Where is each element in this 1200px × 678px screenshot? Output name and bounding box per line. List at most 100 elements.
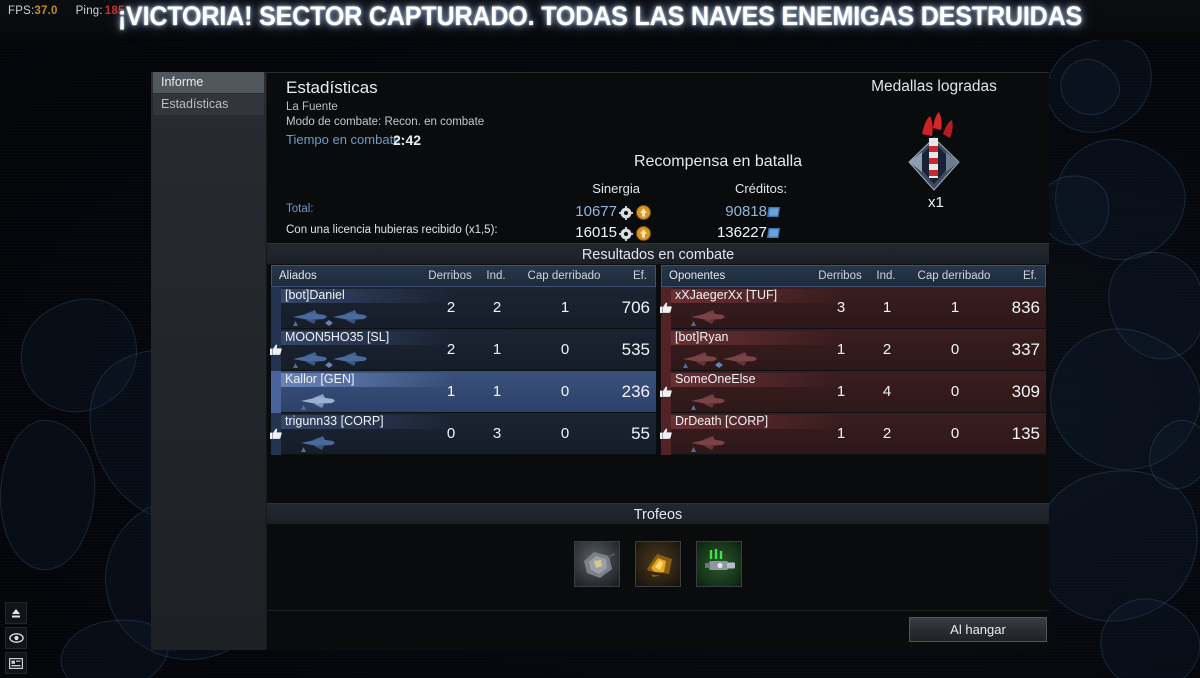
row-marker xyxy=(661,328,671,371)
ship-icons xyxy=(677,306,767,328)
eff-value: 836 xyxy=(1011,297,1040,317)
thumbs-up-icon xyxy=(659,427,673,441)
fps-label: FPS: xyxy=(8,5,35,17)
player-cell: MOON5HO35 [SL] xyxy=(281,329,453,371)
eject-icon[interactable] xyxy=(5,602,27,624)
kills-value: 2 xyxy=(446,299,456,316)
row-marker xyxy=(659,412,673,455)
upgrade-arrow-icon xyxy=(636,205,651,220)
combat-mode: Modo de combate: Recon. en combate xyxy=(286,116,485,128)
thumbs-up-icon xyxy=(269,343,283,357)
player-name: xXJaegerXx [TUF] xyxy=(675,287,778,302)
player-name: trigunn33 [CORP] xyxy=(285,413,384,428)
trophy-list xyxy=(267,541,1049,587)
table-row[interactable]: SomeOneElse 1 4 0 309 xyxy=(659,370,1046,413)
player-name: MOON5HO35 [SL] xyxy=(285,329,390,344)
table-row[interactable]: DrDeath [CORP] 1 2 0 135 xyxy=(659,412,1046,455)
assists-value: 4 xyxy=(882,383,892,400)
kills-value: 1 xyxy=(836,341,846,358)
assists-value: 2 xyxy=(492,299,502,316)
table-row[interactable]: Kallor [GEN] 1 1 0 236 xyxy=(271,370,656,413)
table-row[interactable]: xXJaegerXx [TUF] 3 1 1 836 xyxy=(660,286,1046,329)
reward-license-synergy: 16015 xyxy=(575,224,617,241)
to-hangar-button[interactable]: Al hangar xyxy=(909,617,1047,642)
report-sidebar: Informe Estadísticas xyxy=(151,72,267,650)
ping-label: Ping: xyxy=(75,5,103,17)
thumbs-up-icon xyxy=(660,302,672,313)
ship-silhouette xyxy=(293,351,367,368)
sidebar-item-informe[interactable]: Informe xyxy=(153,72,264,93)
gear-icon xyxy=(619,205,633,220)
ship-silhouette xyxy=(301,393,335,410)
reward-total-synergy: 10677 xyxy=(575,203,617,220)
reward-license-label: Con una licencia hubieras recibido (x1,5… xyxy=(286,224,498,236)
assists-value: 1 xyxy=(882,299,892,316)
table-row[interactable]: [bot]Ryan 1 2 0 337 xyxy=(661,328,1046,371)
kills-value: 2 xyxy=(446,341,456,358)
eff-value: 535 xyxy=(621,339,650,359)
panel-footer: Al hangar xyxy=(267,610,1049,650)
ship-silhouette xyxy=(691,309,725,326)
row-marker xyxy=(659,370,673,413)
allies-table-header: Aliados Derribos Ind. Cap derribado Ef. xyxy=(271,265,656,287)
debris-trophy[interactable] xyxy=(574,541,620,587)
top-bar: FPS:37.0 Ping: 185 ¡VICTORIA! SECTOR CAPTU… xyxy=(0,0,1200,40)
name-pill xyxy=(281,330,453,345)
opponents-table: Oponentes Derribos Ind. Cap derribado Ef… xyxy=(659,265,1046,462)
ship-silhouette xyxy=(691,435,725,452)
reward-total-label: Total: xyxy=(286,203,314,215)
synergy-icons-license xyxy=(619,226,651,241)
cannon-trophy[interactable] xyxy=(696,541,742,587)
credit-icon xyxy=(767,228,780,238)
gear-icon xyxy=(619,226,633,241)
eff-value: 236 xyxy=(621,381,650,401)
assists-value: 2 xyxy=(882,341,892,358)
medals-title: Medallas logradas xyxy=(871,78,997,95)
cap-value: 0 xyxy=(560,425,570,442)
stats-header: Estadísticas La Fuente Modo de combate: … xyxy=(286,78,484,148)
thumbs-up-icon xyxy=(659,385,673,399)
crystal-trophy[interactable] xyxy=(635,541,681,587)
credits-icon-total xyxy=(767,205,782,219)
credit-icon xyxy=(767,207,780,217)
thumbs-up-icon xyxy=(660,428,672,439)
medals-section: Medallas logradas x1 xyxy=(829,78,1039,211)
synergy-header: Sinergia xyxy=(592,181,640,196)
eye-icon[interactable] xyxy=(5,627,27,649)
synergy-icons-total xyxy=(619,205,651,220)
ship-icons xyxy=(287,390,377,412)
reward-row-total: Total: 10677 90818 xyxy=(267,203,1049,223)
assists-value: 1 xyxy=(492,383,502,400)
ship-icons xyxy=(287,432,377,454)
col-eff: Ef. xyxy=(1022,270,1037,282)
player-cell: Kallor [GEN] xyxy=(281,371,453,413)
eff-value: 337 xyxy=(1011,339,1040,359)
player-cell: DrDeath [CORP] xyxy=(671,413,843,455)
table-row[interactable]: [bot]Daniel 2 2 1 706 xyxy=(271,286,656,329)
trophies-divider-label: Trofeos xyxy=(633,507,683,523)
ship-icons xyxy=(287,348,377,370)
name-pill xyxy=(671,414,843,429)
player-name: DrDeath [CORP] xyxy=(675,413,769,428)
page-title: Estadísticas xyxy=(286,78,378,97)
player-cell: xXJaegerXx [TUF] xyxy=(671,287,843,329)
left-rail xyxy=(5,599,27,674)
row-marker xyxy=(271,286,281,329)
sidebar-item-estadisticas[interactable]: Estadísticas xyxy=(153,94,264,115)
results-divider: Resultados en combate xyxy=(267,243,1049,265)
player-name: [bot]Daniel xyxy=(285,287,345,302)
thumbs-up-icon xyxy=(270,428,282,439)
col-cap: Cap derribado xyxy=(527,270,601,282)
row-marker xyxy=(270,412,282,455)
table-row[interactable]: MOON5HO35 [SL] 2 1 0 535 xyxy=(269,328,656,371)
reward-title: Recompensa en batalla xyxy=(633,153,803,170)
row-marker xyxy=(271,370,281,413)
medal-badge[interactable]: x1 xyxy=(829,112,1039,211)
thumbs-up-icon xyxy=(270,344,282,355)
table-row[interactable]: trigunn33 [CORP] 0 3 0 55 xyxy=(270,412,656,455)
panel-icon[interactable] xyxy=(5,652,27,674)
eff-value: 135 xyxy=(1011,423,1040,443)
results-divider-label: Resultados en combate xyxy=(581,247,735,263)
cap-value: 0 xyxy=(950,341,960,358)
